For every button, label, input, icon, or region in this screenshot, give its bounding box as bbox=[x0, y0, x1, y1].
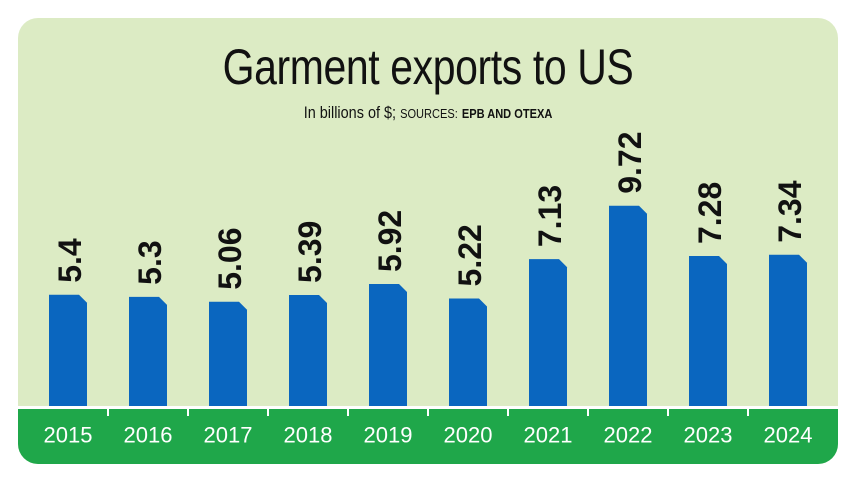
x-tick-label-2019: 2019 bbox=[364, 423, 413, 448]
bar-2021 bbox=[529, 259, 567, 406]
value-label-2024: 7.34 bbox=[772, 180, 808, 242]
x-tick-label-2021: 2021 bbox=[524, 423, 573, 448]
x-tick-label-2018: 2018 bbox=[284, 423, 333, 448]
value-label-2022: 9.72 bbox=[612, 131, 648, 193]
bar-2020 bbox=[449, 298, 487, 406]
bar-2016 bbox=[129, 296, 167, 406]
x-tick-label-2022: 2022 bbox=[604, 423, 653, 448]
x-tick-label-2023: 2023 bbox=[684, 423, 733, 448]
chart-subtitle: In billions of $; SOURCES: EPB AND OTEXA bbox=[80, 104, 777, 121]
bar-2015 bbox=[49, 294, 87, 406]
bar-chart-plot: 5.4 2015 5.3 2016 5.06 2017 5.39 2018 5.92 2019 5.… bbox=[44, 131, 813, 448]
subtitle-units: In billions of $; bbox=[303, 103, 397, 122]
value-label-2015: 5.4 bbox=[52, 238, 88, 283]
x-tick-label-2020: 2020 bbox=[444, 423, 493, 448]
value-label-2023: 7.28 bbox=[692, 182, 728, 244]
subtitle-sources-label: SOURCES: bbox=[400, 106, 458, 121]
value-label-2021: 7.13 bbox=[532, 185, 568, 247]
x-tick-label-2017: 2017 bbox=[204, 423, 253, 448]
subtitle-sources: EPB AND OTEXA bbox=[461, 106, 553, 121]
bar-2018 bbox=[289, 294, 327, 406]
value-label-2016: 5.3 bbox=[132, 240, 168, 284]
x-tick-label-2015: 2015 bbox=[44, 423, 93, 448]
chart-title: Garment exports to US bbox=[222, 39, 634, 95]
bar-2017 bbox=[209, 301, 247, 406]
x-tick-label-2024: 2024 bbox=[764, 423, 813, 448]
value-label-2019: 5.92 bbox=[372, 210, 408, 272]
bar-2024 bbox=[769, 254, 807, 406]
x-axis-band bbox=[18, 408, 838, 464]
chart-card: Garment exports to US In billions of $; … bbox=[18, 18, 838, 464]
value-label-2020: 5.22 bbox=[452, 224, 488, 286]
value-label-2017: 5.06 bbox=[212, 227, 248, 289]
x-tick-label-2016: 2016 bbox=[124, 423, 173, 448]
bar-2022 bbox=[609, 205, 647, 406]
bar-2023 bbox=[689, 256, 727, 406]
value-label-2018: 5.39 bbox=[292, 221, 328, 283]
bar-2019 bbox=[369, 284, 407, 406]
